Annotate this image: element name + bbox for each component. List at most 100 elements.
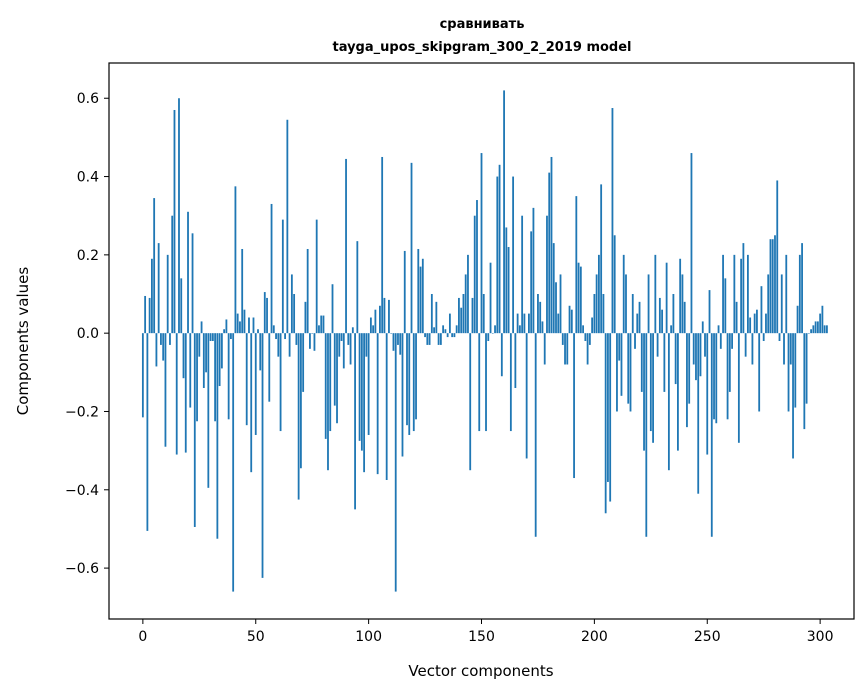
bar — [801, 243, 803, 334]
bar — [458, 297, 460, 334]
bar — [496, 176, 499, 334]
bar — [263, 292, 266, 334]
bar — [555, 282, 557, 334]
bar — [333, 333, 336, 406]
bar — [435, 301, 438, 334]
bar — [735, 301, 738, 334]
bar — [369, 317, 372, 334]
bar — [710, 333, 713, 537]
bar — [248, 317, 250, 334]
bar — [297, 333, 300, 500]
bar — [559, 274, 562, 334]
bar — [550, 156, 553, 334]
bar — [692, 333, 695, 365]
bar — [187, 211, 189, 334]
bar — [284, 333, 286, 340]
bar — [731, 333, 733, 349]
bar — [293, 294, 296, 334]
bar — [778, 333, 781, 341]
bar — [512, 176, 515, 334]
bar — [372, 325, 375, 334]
bar — [290, 274, 293, 334]
bar — [629, 333, 632, 412]
bar — [658, 297, 661, 334]
bar — [803, 333, 806, 430]
bar — [306, 248, 309, 334]
bar — [412, 333, 415, 432]
bar — [166, 254, 169, 334]
bar — [701, 321, 704, 334]
bar — [649, 333, 652, 432]
bar — [227, 333, 230, 420]
bar — [379, 305, 381, 334]
bar — [792, 333, 794, 459]
bar — [324, 333, 327, 439]
bar — [225, 319, 228, 334]
bar — [331, 284, 334, 334]
bar — [394, 333, 397, 592]
bar — [198, 333, 201, 357]
bar — [500, 333, 503, 377]
bar — [173, 109, 176, 334]
bar — [320, 315, 323, 334]
bar — [643, 333, 645, 451]
bar — [171, 215, 174, 334]
x-tick-label: 0 — [138, 629, 147, 645]
bar — [216, 333, 219, 539]
bar — [699, 333, 702, 377]
bar — [417, 248, 420, 334]
bar — [460, 307, 463, 334]
bar — [277, 333, 280, 357]
bar — [677, 333, 679, 451]
bar — [640, 333, 643, 392]
bar — [661, 309, 664, 334]
bar — [742, 243, 745, 334]
bar — [349, 333, 352, 365]
bar — [573, 333, 575, 479]
bar — [719, 333, 722, 349]
bar — [360, 333, 363, 451]
bar — [785, 254, 788, 334]
bar — [160, 333, 162, 345]
bar — [645, 333, 648, 537]
bar — [611, 108, 614, 334]
bar — [561, 333, 564, 345]
bar — [169, 333, 171, 345]
bar — [347, 333, 350, 345]
bar — [656, 333, 659, 357]
bar — [539, 301, 542, 334]
bar — [627, 333, 630, 404]
bar — [433, 327, 435, 334]
bar — [376, 333, 379, 475]
bar — [200, 321, 203, 334]
bar — [202, 333, 205, 388]
bar — [532, 207, 535, 334]
bar — [577, 262, 580, 334]
bar — [530, 231, 533, 334]
bar — [164, 333, 167, 447]
bar — [597, 254, 600, 334]
bar — [392, 333, 395, 351]
bar — [403, 250, 406, 334]
bar — [505, 227, 508, 334]
bar — [342, 333, 345, 369]
bar — [805, 333, 808, 404]
bar — [410, 162, 413, 334]
bar — [487, 333, 490, 341]
bar — [401, 333, 404, 457]
bar — [491, 333, 494, 334]
bar — [543, 333, 546, 365]
bar — [751, 333, 754, 365]
bar — [715, 333, 718, 424]
bar — [257, 329, 259, 334]
bar — [356, 241, 359, 334]
bar — [690, 153, 693, 334]
bar — [613, 235, 616, 334]
bar — [150, 258, 153, 334]
bar — [444, 329, 447, 334]
y-tick-label: 0.0 — [77, 326, 99, 342]
bar — [810, 329, 813, 334]
bar — [548, 172, 551, 334]
bar — [214, 333, 217, 422]
bar — [746, 254, 749, 334]
